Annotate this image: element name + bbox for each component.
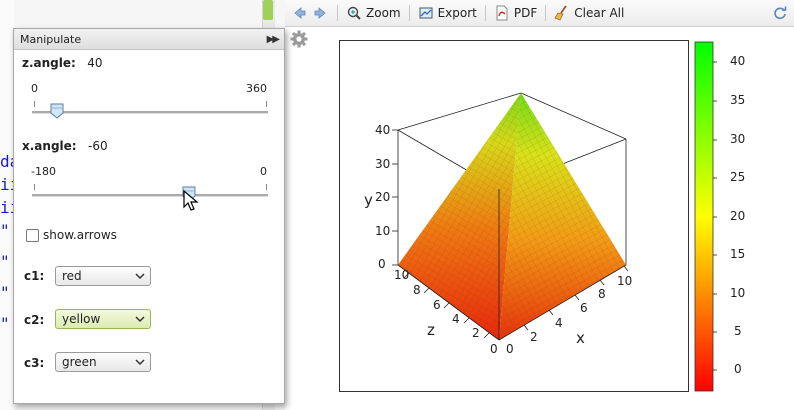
colorbar-tick-label: 0 [734, 362, 742, 376]
zoom-icon [347, 6, 361, 20]
z-angle-slider-track[interactable] [32, 111, 268, 114]
y-tick-label: 20 [375, 190, 391, 204]
c3-label: c3: [24, 356, 45, 370]
x-angle-label: x.angle: [22, 139, 77, 153]
z-angle-label-row: z.angle: 40 [22, 56, 103, 70]
z-tick-label: 10 [394, 268, 410, 282]
c1-label: c1: [24, 269, 45, 283]
colorbar-tick-label: 25 [730, 170, 746, 184]
show-arrows-checkbox[interactable] [26, 229, 39, 242]
z-angle-value: 40 [87, 56, 103, 70]
slider-tick [266, 101, 267, 107]
pdf-button[interactable]: PDF [488, 2, 543, 24]
y-tick-label: 40 [375, 123, 391, 137]
arrow-right-icon [314, 7, 326, 19]
chevron-down-icon [135, 359, 145, 366]
forward-button[interactable] [313, 2, 335, 24]
export-icon [419, 7, 433, 19]
code-line: " [0, 221, 10, 240]
back-button[interactable] [285, 2, 313, 24]
z-tick-label: 8 [413, 283, 421, 297]
code-line: " [0, 314, 10, 333]
colorbar [694, 41, 714, 392]
y-tick-label: 0 [378, 257, 386, 271]
x-angle-max: 0 [260, 165, 267, 178]
collapse-panel-button[interactable]: ▶▶ [266, 33, 280, 45]
z-tick-label: 4 [452, 312, 460, 326]
z-tick-label: 0 [490, 342, 498, 356]
panel-header: Manipulate ▶▶ [14, 29, 284, 50]
colorbar-tick-label: 40 [730, 54, 746, 68]
mouse-pointer-icon [183, 190, 199, 211]
toolbar-separator [484, 5, 486, 21]
zoom-label: Zoom [366, 6, 401, 20]
arrow-left-icon [294, 7, 306, 19]
plot-frame [339, 40, 689, 392]
clear-all-label: Clear All [574, 6, 625, 20]
editor-scroll-thumb[interactable] [263, 0, 273, 20]
colorbar-tick-label: 15 [730, 247, 746, 261]
clear-all-button[interactable]: Clear All [548, 2, 630, 24]
toolbar-separator [337, 5, 338, 21]
x-tick-label: 4 [555, 316, 563, 330]
c2-value: yellow [62, 312, 101, 326]
pdf-icon [496, 5, 508, 21]
editor-gutter [0, 0, 14, 410]
z-angle-slider-thumb[interactable] [50, 103, 64, 119]
z-tick-label: 2 [472, 326, 480, 340]
broom-icon [554, 5, 567, 21]
pdf-label: PDF [513, 6, 538, 20]
x-angle-value: -60 [88, 139, 108, 153]
c1-select[interactable]: red [55, 266, 151, 286]
x-angle-slider-track[interactable] [32, 194, 268, 197]
x-axis-label: x [576, 329, 585, 347]
export-button[interactable]: Export [412, 2, 483, 24]
colorbar-tick-label: 35 [730, 93, 746, 107]
x-tick-label: 2 [530, 330, 538, 344]
x-tick-label: 10 [617, 274, 633, 288]
z-tick-label: 6 [433, 298, 441, 312]
y-tick-label: 30 [375, 157, 391, 171]
c3-value: green [62, 355, 97, 369]
x-tick-label: 6 [580, 301, 588, 315]
y-axis-label: y [364, 191, 373, 209]
plot-toolbar: Zoom Export PDF Clear All [285, 0, 794, 27]
y-tick-label: 10 [375, 224, 391, 238]
z-angle-label: z.angle: [22, 56, 76, 70]
slider-tick [266, 184, 267, 190]
z-angle-min: 0 [31, 82, 38, 95]
refresh-icon [774, 6, 787, 20]
panel-title: Manipulate [20, 32, 82, 46]
refresh-button[interactable] [766, 2, 794, 24]
slider-tick [34, 184, 35, 190]
colorbar-tick-label: 5 [734, 324, 742, 338]
x-tick-label: 8 [598, 287, 606, 301]
slider-tick [34, 101, 35, 107]
c2-label: c2: [24, 313, 45, 327]
x-tick-label: 0 [506, 342, 514, 356]
code-line: " [0, 283, 10, 302]
c3-select[interactable]: green [55, 352, 151, 372]
manipulate-panel: Manipulate ▶▶ z.angle: 40 0 360 x.angle:… [13, 28, 285, 404]
x-angle-min: -180 [31, 165, 56, 178]
show-arrows-label: show.arrows [43, 228, 117, 242]
toolbar-separator [408, 5, 410, 21]
export-label: Export [437, 6, 477, 20]
gear-icon[interactable] [289, 29, 309, 49]
z-angle-max: 360 [246, 82, 267, 95]
c2-select[interactable]: yellow [55, 309, 151, 329]
code-line: " [0, 252, 10, 271]
z-axis-label: z [427, 321, 435, 339]
colorbar-tick-label: 30 [730, 132, 746, 146]
colorbar-tick-label: 10 [730, 286, 746, 300]
toolbar-separator [545, 5, 547, 21]
colorbar-tick-label: 20 [730, 209, 746, 223]
c1-value: red [62, 269, 82, 283]
x-angle-label-row: x.angle: -60 [22, 139, 108, 153]
chevron-down-icon [135, 316, 145, 323]
zoom-button[interactable]: Zoom [340, 2, 407, 24]
chevron-down-icon [135, 273, 145, 280]
